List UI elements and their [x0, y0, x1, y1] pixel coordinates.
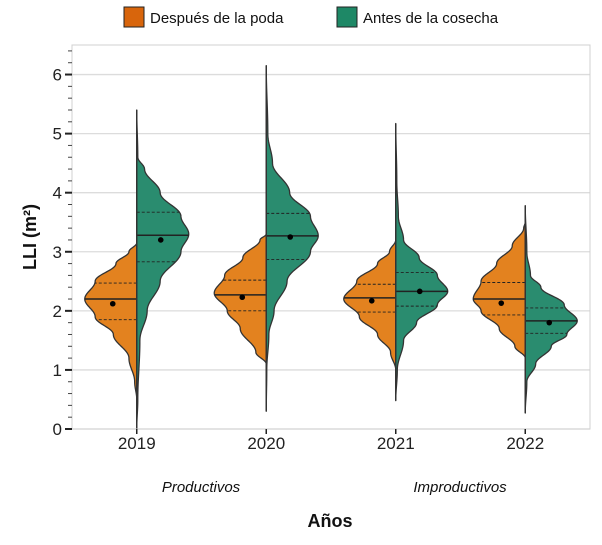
y-tick-label: 5 — [53, 125, 62, 144]
legend-label-antes-cosecha: Antes de la cosecha — [363, 10, 499, 27]
x-tick-label-2019: 2019 — [118, 434, 156, 453]
y-tick-label: 2 — [53, 302, 62, 321]
violin-half — [84, 242, 138, 401]
group-label-productivos: Productivos — [162, 479, 241, 496]
plot-border — [71, 44, 591, 430]
x-axis-label: Años — [308, 511, 353, 531]
legend-label-despues-poda: Después de la poda — [150, 10, 284, 27]
violin-2019-left — [84, 242, 138, 401]
x-tick-label-2022: 2022 — [506, 434, 544, 453]
mean-point — [109, 300, 116, 307]
violin-2020-left — [213, 233, 267, 365]
violins — [84, 65, 578, 430]
y-tick-label: 3 — [53, 243, 62, 262]
violin-2022-right — [524, 205, 578, 414]
violin-half — [136, 109, 190, 430]
x-tick-label-2020: 2020 — [247, 434, 285, 453]
legend-swatch-antes-cosecha — [336, 6, 358, 28]
mean-point — [368, 298, 375, 304]
mean-point — [498, 300, 505, 306]
mean-point — [287, 234, 294, 240]
y-axis: 0 1 2 3 4 5 6 — [53, 50, 72, 439]
y-tick-label: 1 — [53, 361, 62, 380]
violin-2022-left — [472, 221, 526, 359]
violin-half — [343, 239, 397, 371]
y-tick-label: 0 — [53, 420, 62, 439]
x-axis: 2019 2020 2021 2022 — [118, 429, 544, 453]
y-tick-label: 4 — [53, 184, 62, 203]
violin-2019-right — [136, 109, 190, 430]
mean-point — [416, 288, 423, 295]
legend: Después de la poda Antes de la cosecha — [123, 6, 499, 28]
mean-point — [239, 294, 246, 301]
mean-point — [157, 237, 164, 243]
y-tick-label: 6 — [53, 66, 62, 85]
legend-swatch-despues-poda — [123, 6, 145, 28]
violin-2020-right — [265, 65, 319, 412]
mean-point — [546, 319, 553, 326]
violin-half — [524, 205, 578, 414]
violin-2021-right — [395, 122, 449, 402]
violin-half — [472, 221, 526, 359]
violin-half — [395, 122, 449, 402]
group-label-improductivos: Improductivos — [413, 479, 507, 496]
violin-2021-left — [343, 239, 397, 371]
x-tick-label-2021: 2021 — [377, 434, 415, 453]
y-axis-label: LLI (m²) — [20, 204, 40, 270]
